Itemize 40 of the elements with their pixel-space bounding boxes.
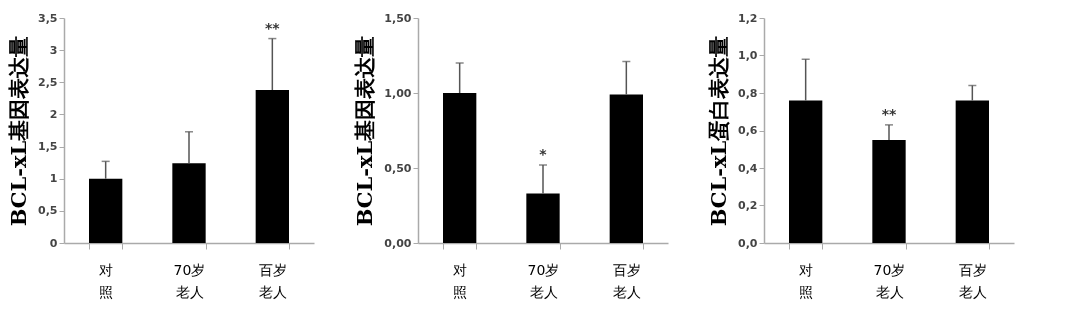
y-tick-label: 1: [49, 172, 58, 186]
y-tick-label: 1,00: [384, 86, 412, 100]
bar: [609, 94, 643, 243]
x-tick-label: 百岁老人: [958, 261, 987, 300]
x-tick-label: 百岁老人: [612, 261, 641, 300]
bar: [172, 163, 206, 243]
y-tick-label: 0,5: [38, 204, 58, 218]
bar: [89, 178, 123, 243]
y-tick-label: 0,4: [738, 161, 758, 175]
y-axis-title: BCL-xL基因表达量: [6, 35, 32, 227]
y-tick-label: 1,50: [384, 11, 412, 25]
y-tick-label: 0,00: [384, 236, 412, 250]
x-tick-label: 对照: [799, 261, 814, 300]
y-tick-label: 0,50: [384, 161, 412, 175]
y-tick-label: 0: [49, 236, 58, 250]
y-tick-label: 3: [49, 43, 58, 57]
x-tick-label: 对照: [453, 261, 468, 300]
y-tick-label: 1,2: [738, 11, 758, 25]
annotation: *: [539, 146, 548, 162]
y-axis-title: BCL-xL基因表达量: [352, 35, 378, 227]
x-tick-label: 百岁老人: [258, 261, 287, 300]
x-tick-label: 对照: [99, 261, 114, 300]
x-tick-label: 70岁老人: [173, 261, 206, 300]
x-tick-label: 70岁老人: [527, 261, 560, 300]
y-tick-label: 0,6: [738, 124, 758, 137]
bar: [255, 90, 289, 243]
y-tick-label: 1,0: [738, 49, 758, 62]
y-axis-title: BCL-xL蛋白表达量: [706, 35, 732, 227]
bar: [526, 193, 560, 243]
y-tick-label: 0,0: [738, 236, 758, 250]
y-tick-label: 0,8: [738, 86, 758, 100]
y-tick-label: 2: [49, 107, 58, 121]
y-tick-label: 1,5: [38, 140, 58, 154]
annotation: **: [881, 105, 897, 122]
y-tick-label: 3,5: [38, 11, 58, 25]
x-tick-label: 70岁老人: [873, 261, 906, 300]
y-tick-label: 2,5: [38, 75, 58, 89]
annotation: **: [265, 19, 281, 36]
y-tick-label: 0,2: [738, 199, 758, 212]
bar: [443, 93, 477, 243]
